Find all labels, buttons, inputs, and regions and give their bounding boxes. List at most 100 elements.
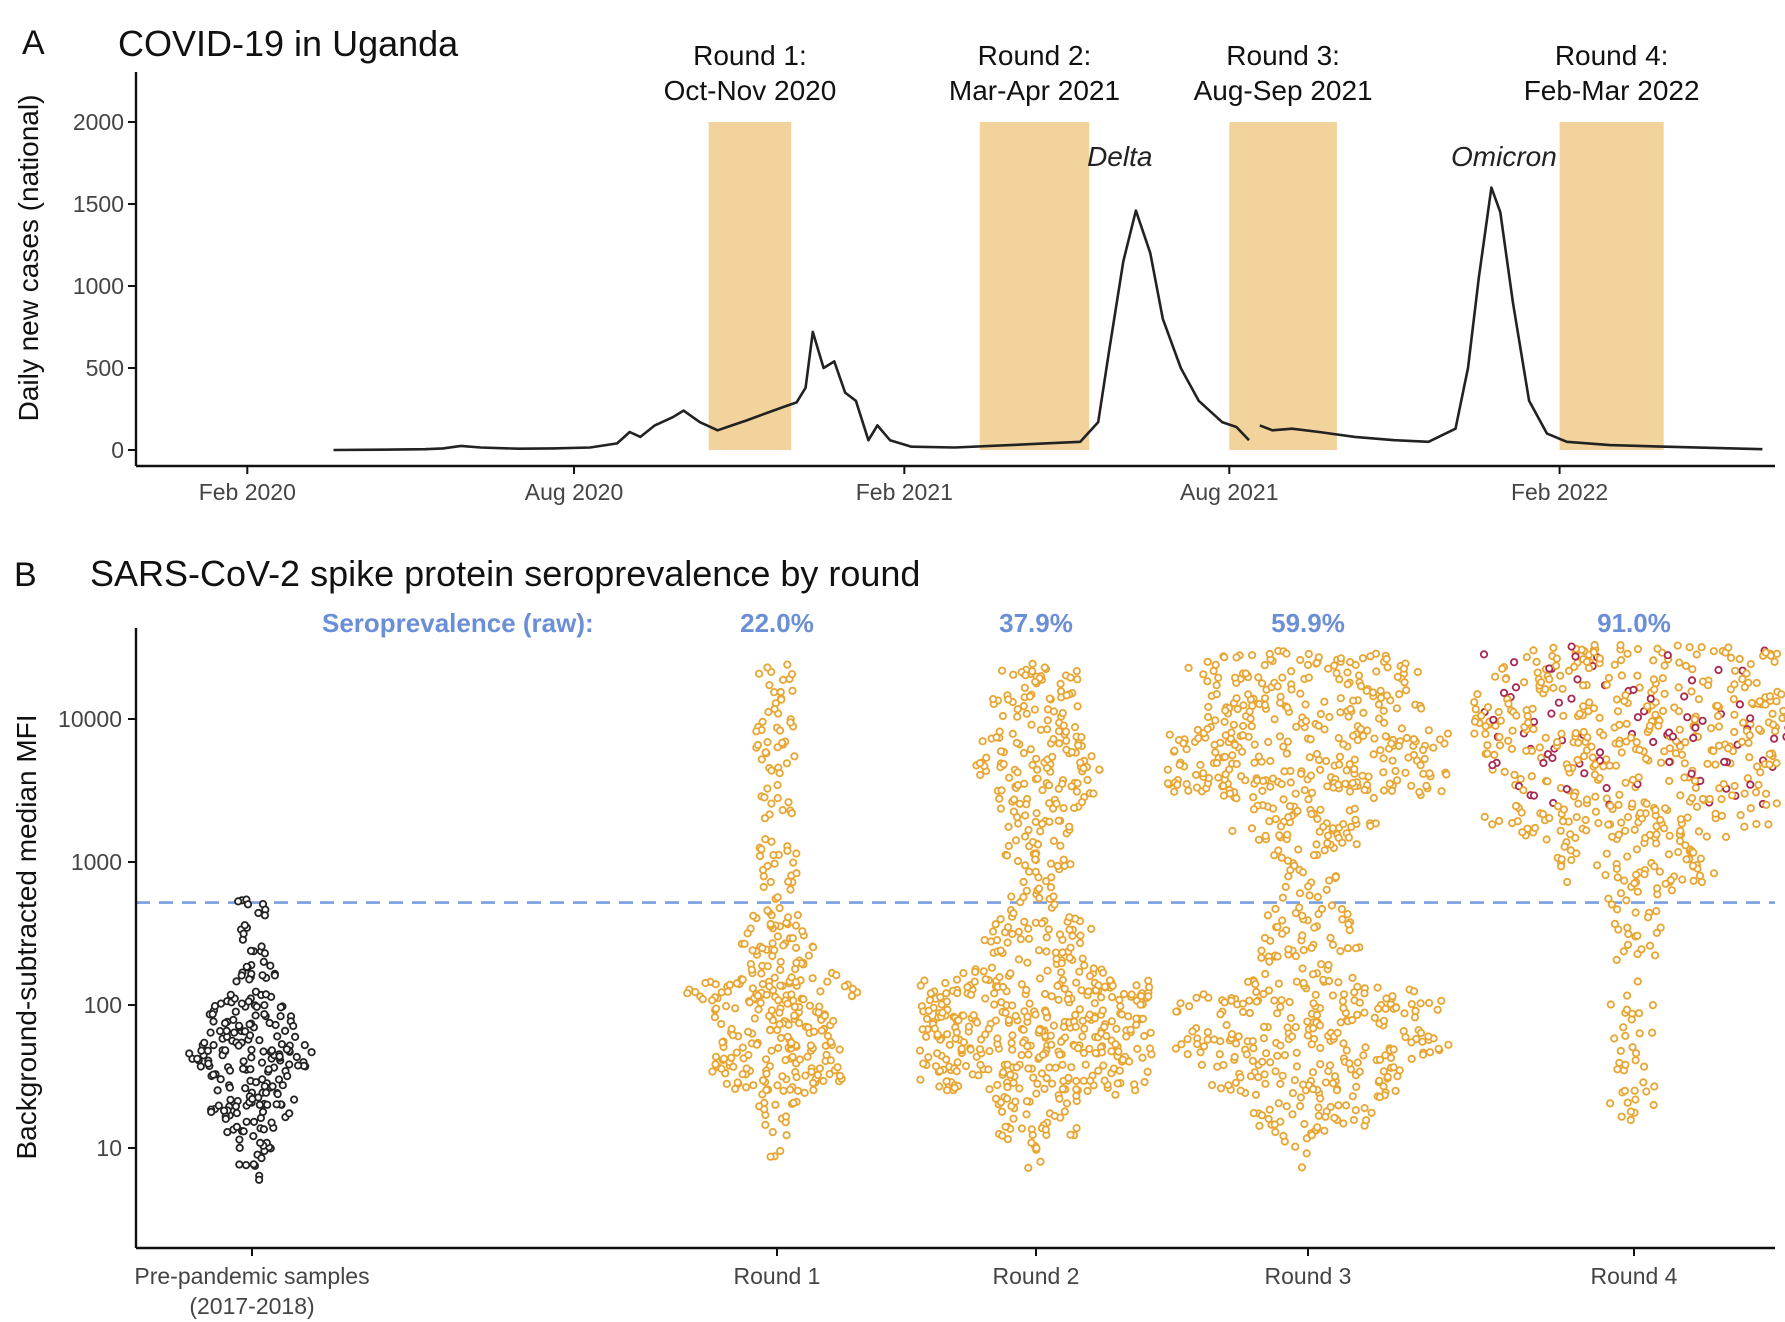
dot [1675,725,1684,734]
dot [1059,803,1068,813]
dot [1740,789,1749,798]
dot [747,965,756,974]
dot [1084,987,1093,996]
dot [1270,996,1279,1005]
dot [1379,754,1388,763]
dot [1052,954,1061,964]
dot [1143,1067,1152,1076]
dot [991,920,1000,929]
round-name-4: Round 4: [1555,40,1669,71]
dot [1303,1017,1312,1026]
case-line-segment-2 [1259,186,1763,451]
dot [1192,770,1201,780]
dot [273,1090,282,1099]
dot [1208,1081,1217,1090]
dot [1118,1055,1128,1064]
dot [775,1008,784,1017]
dot [1631,1095,1640,1104]
dot [248,1094,257,1104]
dot [1389,1045,1398,1054]
dot [1066,860,1075,869]
dot [1315,1021,1325,1030]
dot [1619,1023,1628,1032]
dot [952,975,962,984]
dot [1111,1040,1120,1049]
dot [1233,704,1242,714]
dot [1624,929,1633,939]
dot [1175,760,1184,769]
dot [753,740,763,750]
dot [1014,955,1024,964]
dot [1399,1027,1408,1036]
dot-highlight [1687,769,1696,778]
dot [1360,989,1369,998]
dot [1290,1076,1299,1085]
dot [1620,1086,1630,1096]
dot [1319,822,1328,831]
dot [255,1175,264,1184]
dot [1762,800,1771,810]
dot [1352,1082,1361,1092]
dot [1349,1115,1359,1125]
dot [1556,826,1565,835]
dot [242,1161,251,1170]
dot [1326,1102,1335,1112]
dot [1184,786,1193,795]
dot [1593,861,1602,870]
dot [1416,1028,1426,1038]
dot [277,1040,286,1049]
dot [1681,661,1691,671]
dot [1522,746,1531,755]
dot [761,1055,771,1064]
dot [1049,836,1059,846]
dot [1336,1018,1345,1027]
dot [1661,879,1670,888]
dot [1017,1124,1027,1133]
dot [819,1076,828,1086]
dot [1685,643,1694,652]
dot [1278,893,1288,902]
dot [1494,707,1503,717]
dot [779,941,788,950]
dot [773,743,782,752]
dot [1353,1010,1362,1019]
dot [1770,657,1779,666]
dot [1227,728,1236,737]
dot [243,900,253,909]
dot [1346,704,1355,714]
dot [1639,1078,1648,1087]
dot [1024,924,1033,933]
dot [1653,884,1662,893]
round-band-1 [708,122,792,450]
dot [1327,901,1337,910]
dot [1709,746,1718,756]
dot [1047,1040,1056,1049]
dot [1765,750,1774,759]
dot [1738,674,1747,684]
dot [1009,807,1019,816]
dot [232,1122,241,1132]
dot [1042,877,1051,886]
dot [808,943,818,952]
dot [1277,853,1286,862]
dot [1342,1046,1351,1055]
dot [1261,831,1270,841]
dot [984,1065,993,1074]
dot [1352,840,1361,849]
dot [763,663,772,672]
dot [988,927,998,936]
dot [997,998,1006,1007]
dot [1342,766,1351,775]
dot [1471,705,1480,714]
dot [1260,660,1269,670]
dot [1278,1071,1287,1080]
dot [231,1007,240,1016]
dot [1553,802,1563,811]
dot [234,1041,243,1050]
dot [1633,977,1642,986]
dot [251,1078,261,1087]
dot-highlight [1735,700,1745,709]
dot [921,1032,931,1041]
dot [1660,824,1669,833]
dot [1029,1073,1038,1082]
